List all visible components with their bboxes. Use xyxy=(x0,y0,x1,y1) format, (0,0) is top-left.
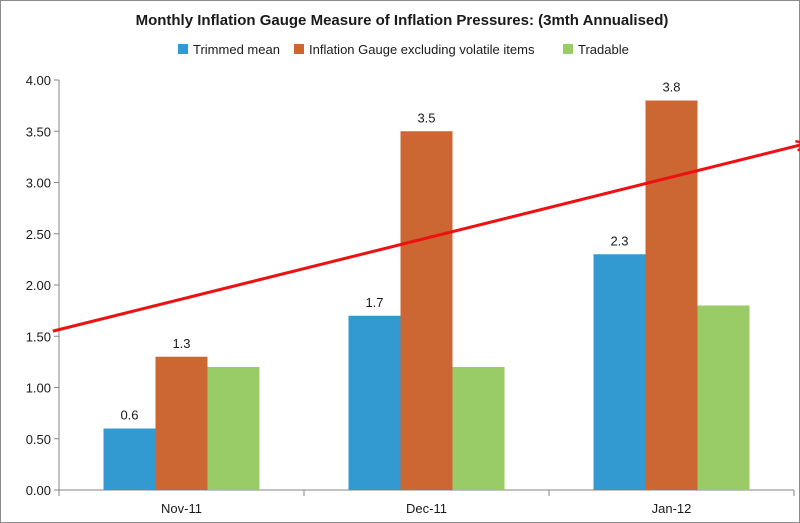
data-label: 1.3 xyxy=(172,336,190,351)
bars xyxy=(103,100,750,490)
bar xyxy=(400,131,453,490)
y-tick-label: 1.50 xyxy=(26,329,51,344)
data-label: 3.5 xyxy=(417,110,435,125)
y-tick-label: 3.50 xyxy=(26,124,51,139)
bar xyxy=(348,315,401,490)
legend-label-2: Inflation Gauge excluding volatile items xyxy=(309,42,535,57)
x-tick-label: Dec-11 xyxy=(406,501,447,516)
data-labels: 0.6 1.3 1.7 3.5 2.3 3.8 xyxy=(120,80,680,423)
trend-arrow xyxy=(52,144,800,333)
data-label: 3.8 xyxy=(662,80,680,95)
bar xyxy=(207,367,260,490)
legend-label-1: Trimmed mean xyxy=(193,42,280,57)
bar xyxy=(697,305,750,490)
annotations xyxy=(52,144,800,333)
bar xyxy=(645,100,698,490)
chart-title: Monthly Inflation Gauge Measure of Infla… xyxy=(136,12,669,29)
x-tick-label: Nov-11 xyxy=(161,501,202,516)
y-tick-label: 4.00 xyxy=(26,73,51,88)
legend-swatch-1 xyxy=(178,44,188,54)
legend: Trimmed mean Inflation Gauge excluding vo… xyxy=(178,42,629,57)
y-tick-label: 2.00 xyxy=(26,278,51,293)
x-tick-label: Jan-12 xyxy=(652,501,692,516)
y-tick-label: 0.00 xyxy=(26,483,51,498)
legend-label-3: Tradable xyxy=(578,42,629,57)
data-label: 2.3 xyxy=(610,233,628,248)
legend-swatch-3 xyxy=(563,44,573,54)
y-tick-label: 2.50 xyxy=(26,227,51,242)
data-label: 0.6 xyxy=(120,408,138,423)
y-tick-label: 1.00 xyxy=(26,381,51,396)
bar xyxy=(103,428,156,490)
y-tick-label: 3.00 xyxy=(26,176,51,191)
data-label: 1.7 xyxy=(365,295,383,310)
legend-swatch-2 xyxy=(294,44,304,54)
bar xyxy=(593,254,646,490)
y-axis: 0.00 0.50 1.00 1.50 2.00 2.50 3.00 3.50 4.00 xyxy=(26,73,60,498)
bar xyxy=(452,367,505,490)
x-axis: Nov-11 Dec-11 Jan-12 xyxy=(58,489,795,516)
bar xyxy=(155,356,208,490)
y-tick-label: 0.50 xyxy=(26,432,51,447)
